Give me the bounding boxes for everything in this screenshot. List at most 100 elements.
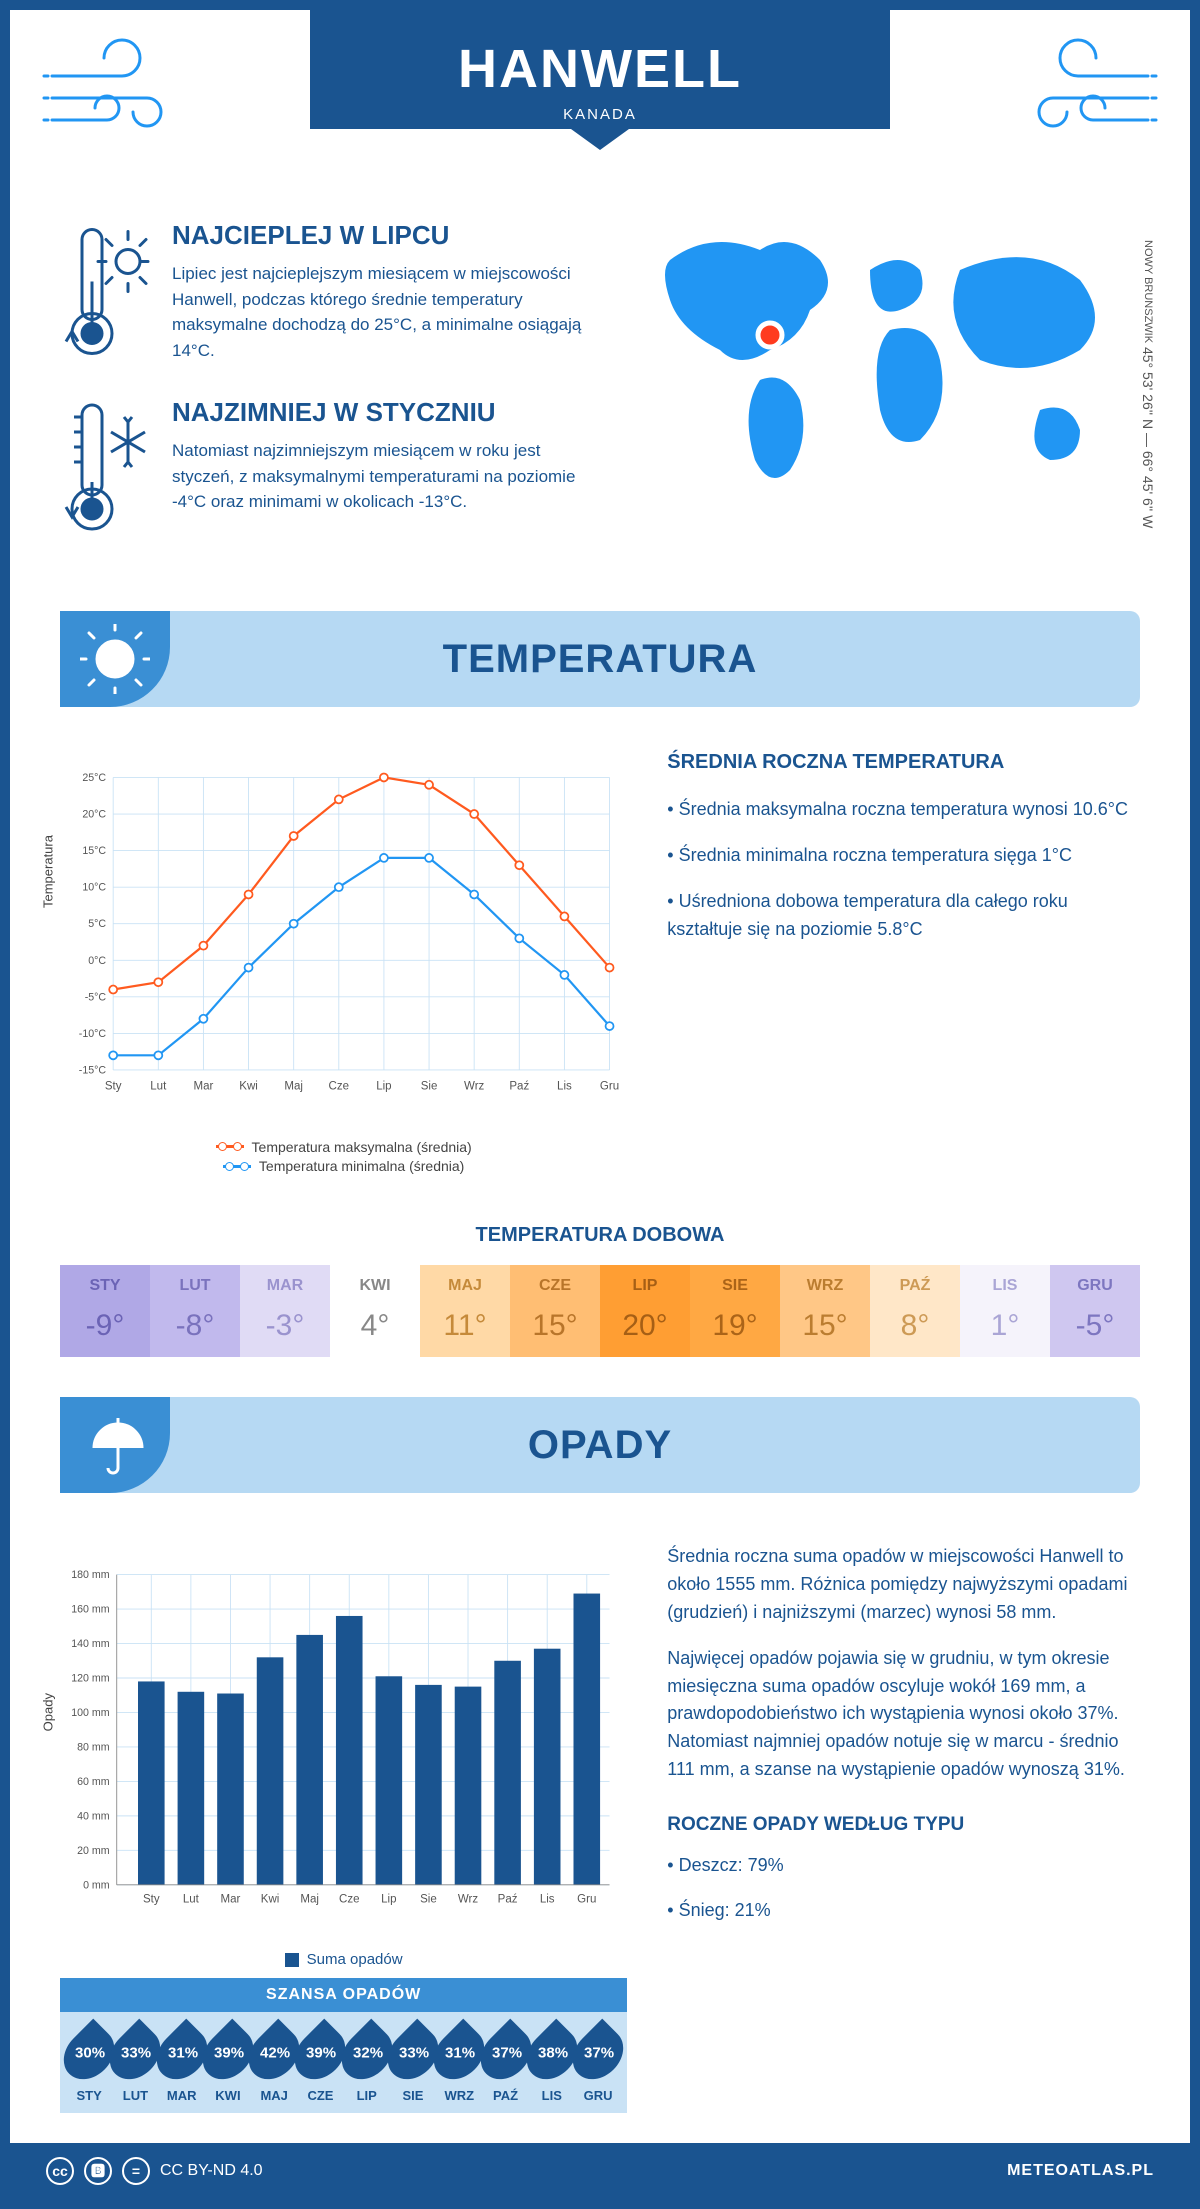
coldest-heading: NAJZIMNIEJ W STYCZNIU	[172, 397, 592, 428]
coldest-block: NAJZIMNIEJ W STYCZNIU Natomiast najzimni…	[60, 397, 610, 537]
daily-temp-cell: LIP20°	[600, 1265, 690, 1357]
precip-summary: Średnia roczna suma opadów w miejscowośc…	[667, 1543, 1140, 2113]
thermometer-cold-icon	[60, 397, 150, 537]
svg-text:5°C: 5°C	[88, 918, 106, 930]
svg-text:25°C: 25°C	[82, 772, 106, 784]
svg-text:-15°C: -15°C	[79, 1064, 107, 1076]
svg-text:Sie: Sie	[421, 1080, 438, 1092]
svg-text:Kwi: Kwi	[239, 1080, 258, 1092]
thermometer-hot-icon	[60, 220, 150, 363]
license-badge: cc 🅱 = CC BY-ND 4.0	[46, 2157, 263, 2185]
wind-icon	[42, 36, 202, 146]
page-subtitle: KANADA	[310, 106, 890, 123]
svg-text:Wrz: Wrz	[458, 1894, 478, 1906]
world-map: NOWY BRUNSZWIK 45° 53' 26'' N — 66° 45' …	[640, 220, 1140, 571]
precip-section-bar: OPADY	[60, 1397, 1140, 1493]
svg-text:Paź: Paź	[509, 1080, 529, 1092]
svg-text:Lut: Lut	[150, 1080, 167, 1092]
daily-temp-cell: SIE19°	[690, 1265, 780, 1357]
svg-text:Cze: Cze	[329, 1080, 349, 1092]
svg-text:60 mm: 60 mm	[77, 1776, 110, 1788]
daily-temp-cell: MAR-3°	[240, 1265, 330, 1357]
sun-icon	[80, 624, 150, 694]
svg-text:Lip: Lip	[381, 1894, 396, 1906]
daily-temp-cell: STY-9°	[60, 1265, 150, 1357]
svg-text:Maj: Maj	[300, 1894, 319, 1906]
daily-temp-strip: STY-9°LUT-8°MAR-3°KWI4°MAJ11°CZE15°LIP20…	[60, 1265, 1140, 1357]
warmest-block: NAJCIEPLEJ W LIPCU Lipiec jest najcieple…	[60, 220, 610, 363]
svg-text:-10°C: -10°C	[79, 1028, 107, 1040]
title-banner: HANWELL KANADA	[310, 10, 890, 150]
svg-text:-5°C: -5°C	[85, 991, 107, 1003]
svg-text:Lis: Lis	[557, 1080, 572, 1092]
daily-temp-cell: WRZ15°	[780, 1265, 870, 1357]
svg-text:15°C: 15°C	[82, 845, 106, 857]
temperature-heading: TEMPERATURA	[443, 637, 758, 682]
precip-chance-cell: 37%GRU	[575, 2026, 621, 2103]
precip-chance-cell: 37%PAŹ	[482, 2026, 528, 2103]
svg-text:160 mm: 160 mm	[71, 1604, 110, 1616]
daily-temp-cell: PAŹ8°	[870, 1265, 960, 1357]
daily-temp-cell: LUT-8°	[150, 1265, 240, 1357]
intro-section: NAJCIEPLEJ W LIPCU Lipiec jest najcieple…	[10, 190, 1190, 611]
svg-text:180 mm: 180 mm	[71, 1569, 110, 1581]
svg-text:120 mm: 120 mm	[71, 1673, 110, 1685]
svg-text:Lut: Lut	[183, 1894, 200, 1906]
svg-text:140 mm: 140 mm	[71, 1638, 110, 1650]
svg-text:10°C: 10°C	[82, 882, 106, 894]
precip-chance-cell: 33%LUT	[112, 2026, 158, 2103]
svg-text:40 mm: 40 mm	[77, 1810, 110, 1822]
svg-text:Maj: Maj	[284, 1080, 303, 1092]
precip-chance-cell: 39%CZE	[297, 2026, 343, 2103]
precip-chance-cell: 39%KWI	[205, 2026, 251, 2103]
precip-chance-panel: SZANSA OPADÓW 30%STY33%LUT31%MAR39%KWI42…	[60, 1978, 627, 2113]
daily-temp-cell: CZE15°	[510, 1265, 600, 1357]
coordinates: NOWY BRUNSZWIK 45° 53' 26'' N — 66° 45' …	[1140, 240, 1156, 528]
svg-text:Sie: Sie	[420, 1894, 437, 1906]
svg-text:0°C: 0°C	[88, 955, 106, 967]
svg-text:Sty: Sty	[105, 1080, 122, 1092]
svg-text:Cze: Cze	[339, 1894, 359, 1906]
precip-bar-chart: Opady 180 mm160 mm140 mm120 mm100 mm80 m…	[60, 1543, 627, 2113]
svg-text:100 mm: 100 mm	[71, 1707, 110, 1719]
daily-temp-cell: LIS1°	[960, 1265, 1050, 1357]
temperature-line-chart: Temperatura 25°C20°C15°C10°C5°C0°C-5°C-1…	[60, 747, 627, 1174]
daily-temp-cell: MAJ11°	[420, 1265, 510, 1357]
svg-text:Lis: Lis	[540, 1894, 555, 1906]
precip-legend: Suma opadów	[60, 1951, 627, 1968]
footer: cc 🅱 = CC BY-ND 4.0 METEOATLAS.PL	[10, 2143, 1190, 2199]
site-name: METEOATLAS.PL	[1007, 2162, 1154, 2180]
precip-chance-cell: 33%SIE	[390, 2026, 436, 2103]
header: HANWELL KANADA	[10, 10, 1190, 190]
svg-text:Gru: Gru	[577, 1894, 596, 1906]
precip-chance-cell: 30%STY	[66, 2026, 112, 2103]
by-icon: 🅱	[84, 2157, 112, 2185]
svg-text:Mar: Mar	[221, 1894, 241, 1906]
svg-text:Gru: Gru	[600, 1080, 619, 1092]
svg-text:Kwi: Kwi	[261, 1894, 280, 1906]
svg-text:20°C: 20°C	[82, 809, 106, 821]
temperature-section-bar: TEMPERATURA	[60, 611, 1140, 707]
precip-chance-cell: 42%MAJ	[251, 2026, 297, 2103]
svg-text:Paź: Paź	[498, 1894, 518, 1906]
daily-temp-cell: KWI4°	[330, 1265, 420, 1357]
svg-text:Sty: Sty	[143, 1894, 160, 1906]
precip-heading: OPADY	[528, 1423, 672, 1468]
wind-icon	[998, 36, 1158, 146]
precip-chance-cell: 31%MAR	[159, 2026, 205, 2103]
svg-text:Wrz: Wrz	[464, 1080, 484, 1092]
svg-text:80 mm: 80 mm	[77, 1741, 110, 1753]
svg-text:Mar: Mar	[194, 1080, 214, 1092]
umbrella-icon	[82, 1412, 148, 1478]
coldest-text: Natomiast najzimniejszym miesiącem w rok…	[172, 438, 592, 515]
page-title: HANWELL	[310, 38, 890, 100]
svg-text:0 mm: 0 mm	[83, 1879, 110, 1891]
temperature-summary: ŚREDNIA ROCZNA TEMPERATURA • Średnia mak…	[667, 747, 1140, 1174]
daily-temp-heading: TEMPERATURA DOBOWA	[10, 1224, 1190, 1247]
precip-chance-cell: 32%LIP	[344, 2026, 390, 2103]
svg-text:20 mm: 20 mm	[77, 1845, 110, 1857]
temperature-legend: Temperatura maksymalna (średnia) Tempera…	[60, 1135, 627, 1174]
svg-text:Lip: Lip	[376, 1080, 391, 1092]
warmest-text: Lipiec jest najcieplejszym miesiącem w m…	[172, 261, 592, 363]
nd-icon: =	[122, 2157, 150, 2185]
